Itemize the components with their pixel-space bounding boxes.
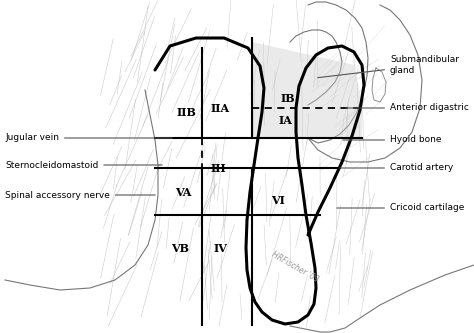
Text: Spinal accessory nerve: Spinal accessory nerve <box>5 190 155 199</box>
Text: VB: VB <box>171 242 189 253</box>
Text: Sternocleidomastoid: Sternocleidomastoid <box>5 161 162 169</box>
Text: IIB: IIB <box>176 107 196 118</box>
Text: Carotid artery: Carotid artery <box>340 164 453 172</box>
Text: VI: VI <box>271 194 285 205</box>
Text: VA: VA <box>175 186 191 197</box>
Text: Anterior digastric: Anterior digastric <box>346 104 469 113</box>
Text: III: III <box>210 163 226 173</box>
Text: Hyoid bone: Hyoid bone <box>343 136 441 145</box>
Text: IA: IA <box>278 115 292 126</box>
Text: Cricoid cartilage: Cricoid cartilage <box>337 203 465 212</box>
Text: IV: IV <box>213 242 227 253</box>
Text: HRFischer '09: HRFischer '09 <box>270 250 320 284</box>
Polygon shape <box>252 42 362 138</box>
Text: IIA: IIA <box>210 103 229 114</box>
Text: Submandibular
gland: Submandibular gland <box>318 55 459 78</box>
Text: IB: IB <box>281 93 295 104</box>
Text: Jugular vein: Jugular vein <box>5 134 172 143</box>
